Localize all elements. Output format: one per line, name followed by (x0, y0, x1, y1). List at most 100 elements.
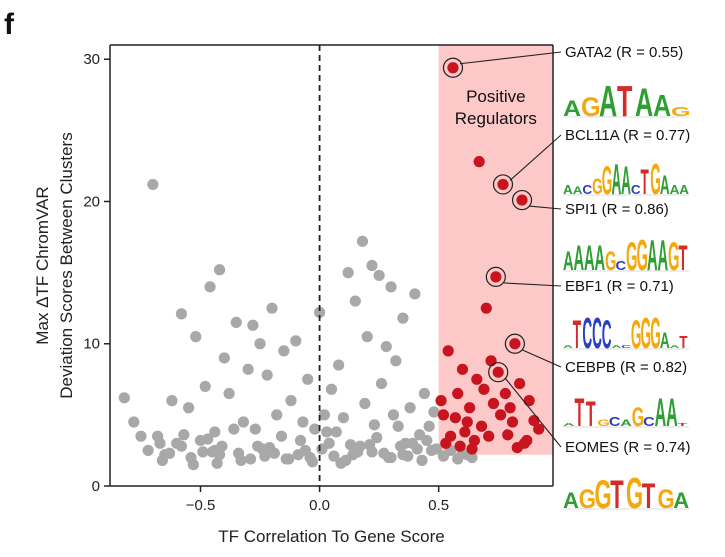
positive-regulators-region (438, 45, 553, 455)
red-point (504, 402, 516, 414)
grey-point (175, 440, 188, 452)
red-point (509, 338, 521, 350)
grey-point (292, 449, 304, 461)
motif-letter: C (621, 345, 631, 350)
grey-point (230, 316, 242, 329)
motif-letter: A (574, 239, 585, 278)
motif-letter: G (626, 236, 637, 280)
motif-letter: A (584, 239, 595, 278)
red-point (514, 377, 526, 390)
motif-letter: G (595, 472, 612, 516)
highlight-ring (492, 174, 514, 195)
grey-point (213, 264, 226, 276)
motif-letter: A (670, 182, 680, 197)
motif-letter: A (658, 230, 669, 280)
grey-point (118, 392, 130, 404)
motif-letter: A (620, 418, 632, 428)
y-tick-label: 30 (83, 51, 100, 68)
red-point (471, 373, 483, 385)
grey-point (228, 423, 240, 435)
grey-point (182, 402, 195, 414)
grey-point (337, 412, 350, 424)
red-point (523, 395, 535, 407)
grey-point (271, 409, 283, 421)
grey-point (359, 397, 371, 410)
grey-point (404, 402, 416, 414)
annotation-leader (459, 51, 562, 65)
motif-letter: G (597, 418, 609, 428)
grey-point (318, 409, 330, 421)
motif-letter: A (563, 345, 574, 350)
motif-letter: A (660, 171, 670, 200)
motif-letter: T (574, 392, 584, 435)
grey-point (380, 340, 392, 353)
annotation-leader (528, 205, 562, 210)
red-point (473, 156, 485, 168)
grey-point (223, 387, 235, 400)
grey-point (366, 259, 378, 272)
grey-point (178, 429, 190, 441)
grey-point (254, 338, 266, 350)
grey-point (237, 416, 249, 428)
grey-point (290, 335, 302, 347)
red-point (452, 387, 464, 400)
red-point (459, 426, 471, 438)
motif-letter: G (658, 485, 675, 514)
grey-point (294, 434, 307, 447)
grey-point (409, 288, 421, 300)
red-point (442, 345, 454, 357)
annotation-leader (504, 377, 562, 448)
motif-letter: T (610, 472, 624, 516)
motif-logo: A GA T A A G (563, 77, 691, 126)
motif-letter: C (616, 258, 627, 273)
motif-letter: A (573, 184, 583, 196)
red-point (440, 437, 452, 449)
grey-point (261, 369, 273, 381)
motif-letter: A (679, 182, 689, 197)
motif-letter: A (595, 239, 606, 278)
grey-point (371, 432, 383, 444)
motif-letter: T (641, 162, 649, 202)
motif-letter: T (617, 77, 632, 126)
motif-letter: T (679, 239, 688, 278)
grey-point (244, 453, 257, 465)
grey-point (266, 302, 278, 314)
grey-point (406, 437, 419, 449)
motif-logos: A GA T A A GA A C G G A A C T G A A AA A A A G C G G A A G TA T C C C A C G… (563, 77, 691, 518)
grey-point (216, 440, 228, 452)
grey-point (247, 319, 259, 331)
annotation-leader (502, 282, 562, 287)
motif-letter: A (563, 97, 581, 121)
motif-letter: A (653, 89, 671, 123)
grey-point (375, 377, 388, 390)
red-point (487, 397, 500, 410)
grey-point (297, 416, 309, 428)
grey-point (356, 235, 369, 247)
grey-point (285, 395, 297, 407)
motif-letter: C (631, 182, 641, 197)
motif-letter: C (582, 309, 592, 358)
grey-point (249, 423, 261, 435)
grey-point (235, 454, 247, 466)
red-point (499, 387, 511, 400)
grey-point (209, 426, 221, 438)
red-point (466, 443, 478, 455)
grey-point (373, 269, 385, 282)
highlight-ring (488, 362, 509, 383)
motif-letter: T (678, 422, 689, 427)
grey-point (147, 178, 159, 191)
grey-point (335, 457, 347, 469)
motif-letter: G (602, 159, 613, 203)
motif-letter: G (605, 247, 616, 277)
motif-letter: G (671, 105, 691, 119)
grey-point (156, 454, 168, 466)
grey-point (342, 267, 354, 279)
motif-letter: A (647, 230, 658, 280)
red-point (478, 383, 490, 395)
annotation-label: EBF1 (R = 0.71) (565, 278, 674, 295)
motif-letter: A (655, 392, 667, 435)
grey-point (421, 434, 433, 447)
grey-point (283, 453, 295, 465)
